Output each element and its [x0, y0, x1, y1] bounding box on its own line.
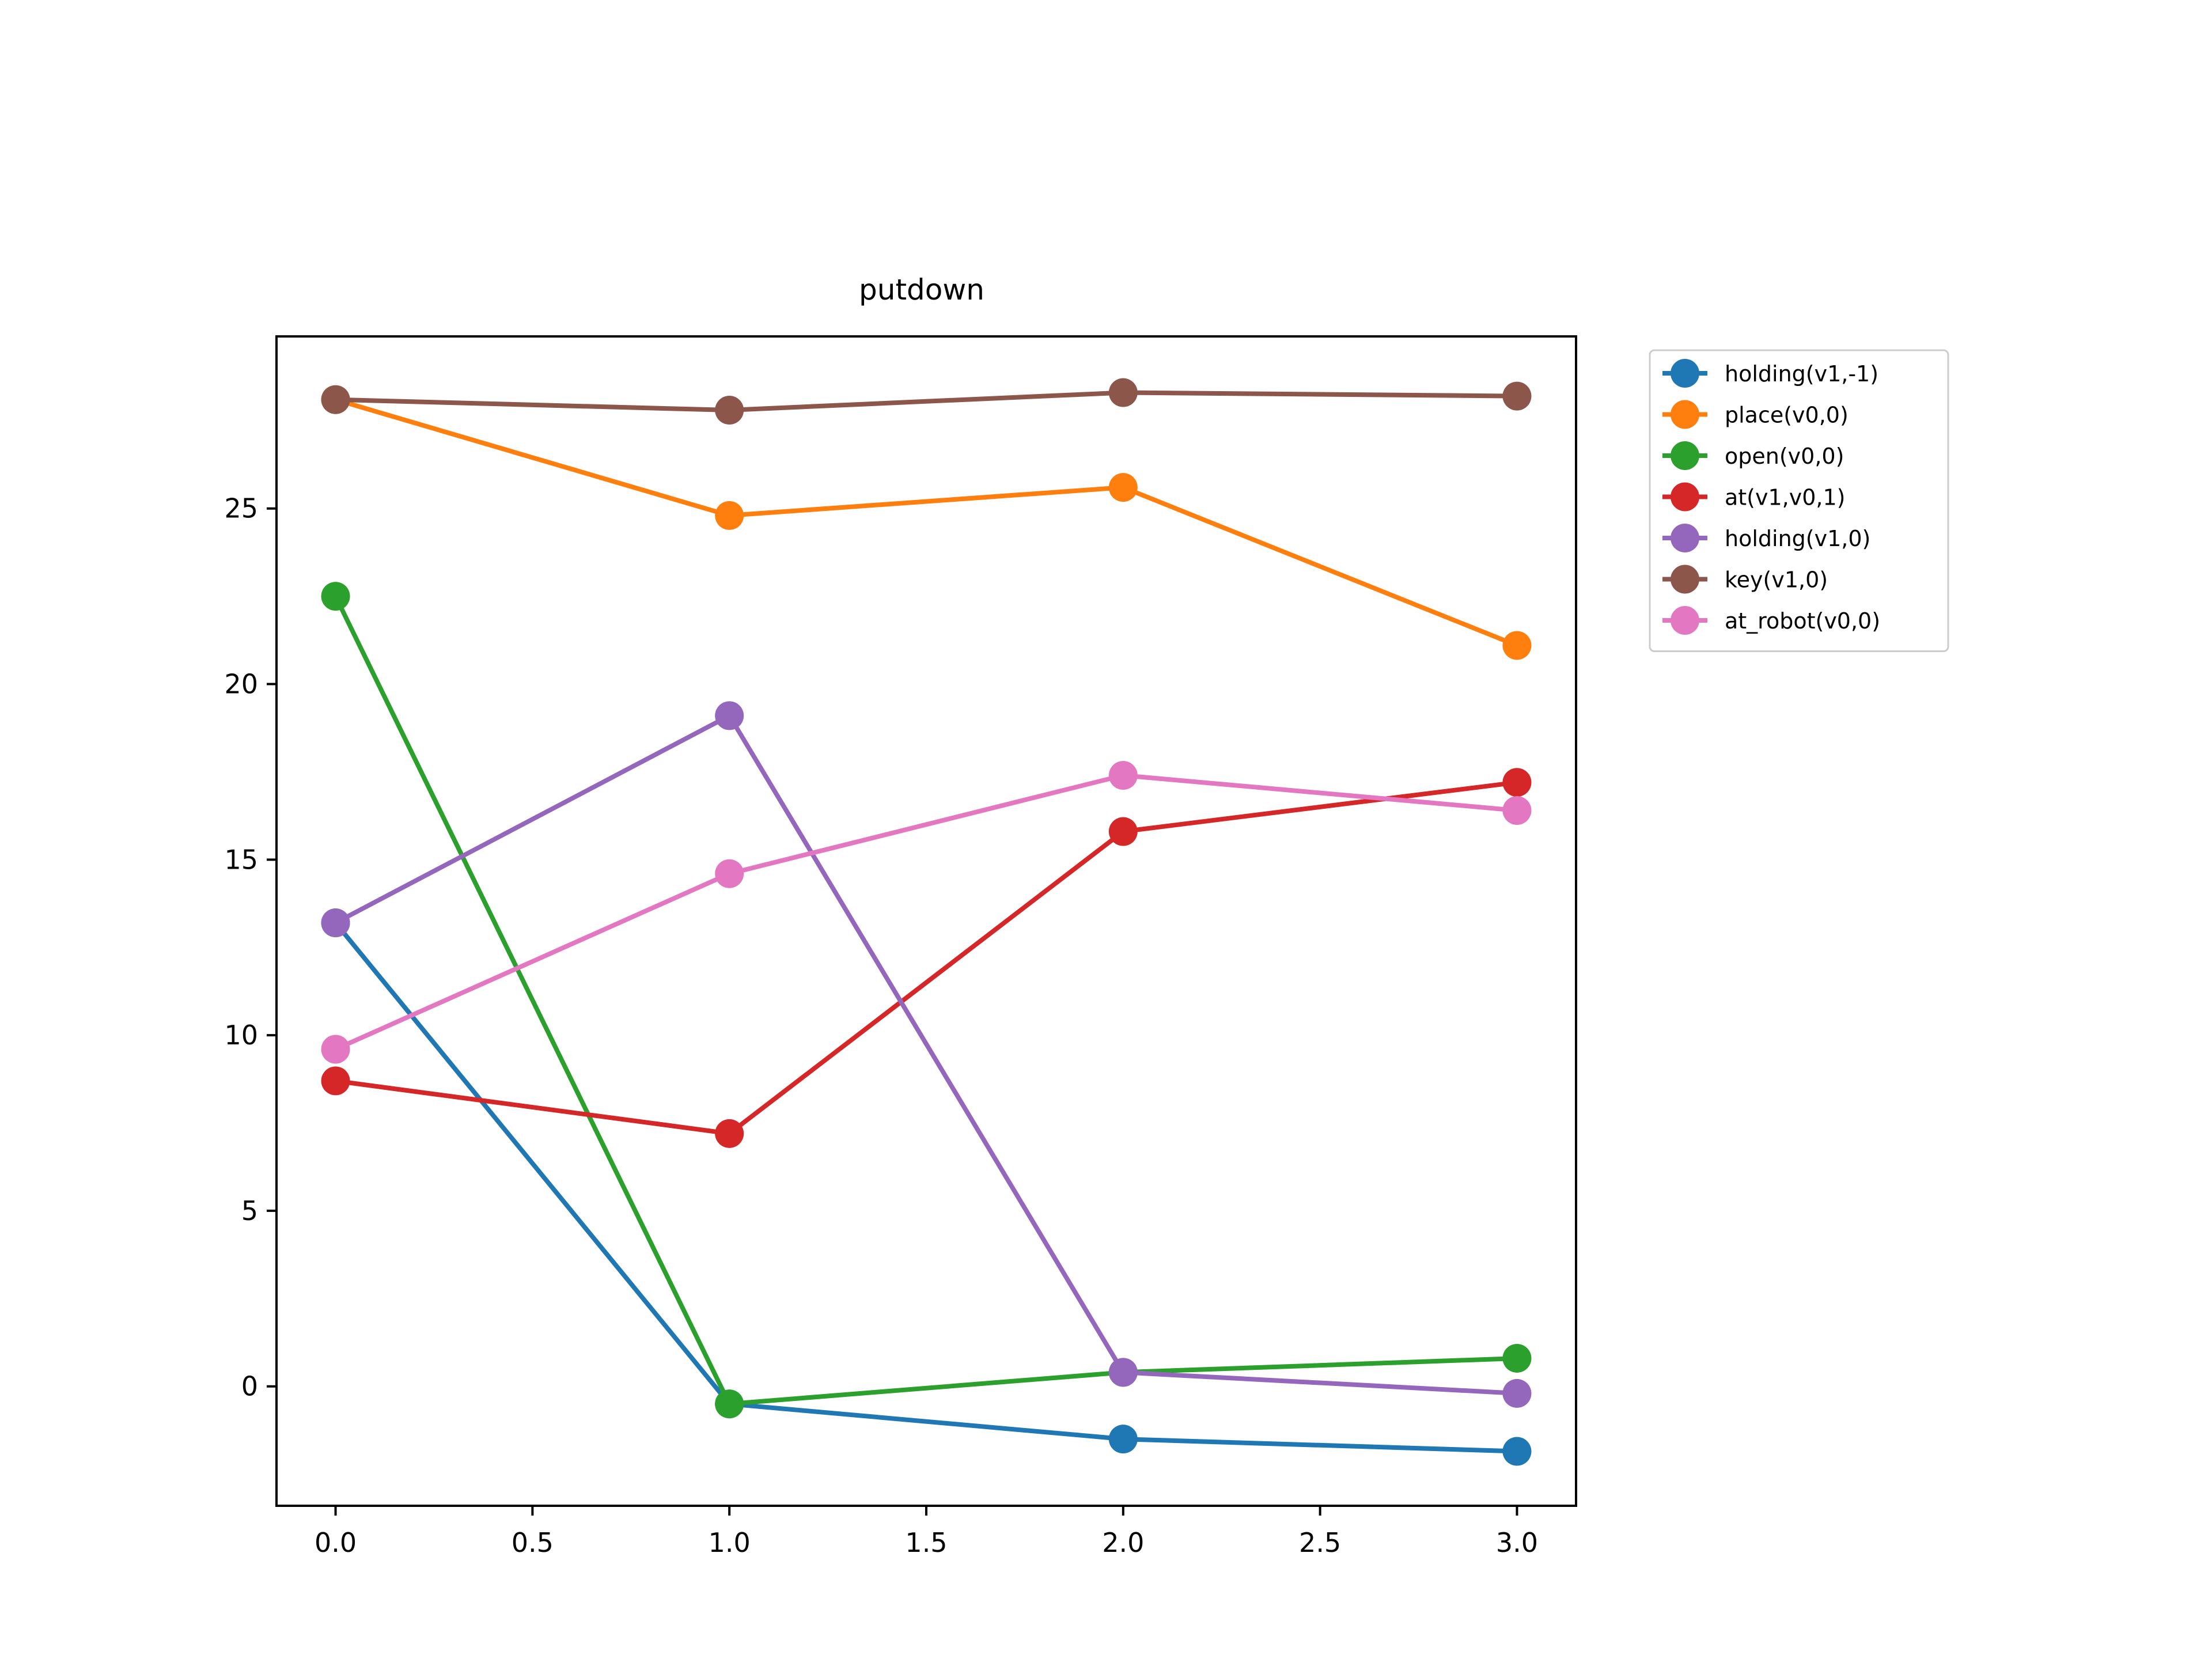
x-tick-label: 3.0: [1496, 1527, 1538, 1558]
y-tick-label: 10: [224, 1020, 258, 1051]
data-point: [1502, 381, 1532, 411]
y-tick-label: 25: [224, 493, 258, 524]
data-point: [715, 501, 744, 530]
legend-label: key(v1,0): [1725, 567, 1828, 593]
legend-item: key(v1,0): [1662, 565, 1828, 594]
data-point: [1108, 473, 1138, 502]
series-layer: [321, 378, 1532, 1466]
series-1: [321, 385, 1532, 660]
legend-marker: [1671, 400, 1699, 429]
data-point: [321, 582, 350, 611]
data-point: [1502, 768, 1532, 797]
legend-marker: [1671, 482, 1699, 512]
plot-frame: [275, 335, 1577, 1507]
data-point: [1502, 1343, 1532, 1373]
data-point: [715, 701, 744, 730]
data-point: [1502, 796, 1532, 825]
y-axis: 0 5 10 15 20 25: [224, 493, 276, 1402]
x-tick-label: 0.0: [315, 1527, 357, 1558]
series-6: [321, 761, 1532, 1064]
series-line: [334, 921, 1517, 1454]
chart-title: putdown: [859, 273, 984, 306]
data-point: [1502, 1437, 1532, 1466]
data-point: [321, 1066, 350, 1096]
data-point: [321, 385, 350, 414]
series-2: [321, 582, 1532, 1419]
legend-marker: [1671, 565, 1699, 594]
data-point: [715, 396, 744, 425]
x-tick-label: 2.5: [1299, 1527, 1341, 1558]
legend-label: holding(v1,-1): [1725, 361, 1878, 387]
series-line: [333, 595, 1517, 1407]
legend-label: holding(v1,0): [1725, 526, 1870, 551]
x-tick-label: 1.0: [709, 1527, 751, 1558]
y-tick-label: 20: [224, 669, 258, 700]
legend-item: at_robot(v0,0): [1662, 606, 1880, 635]
legend-item: holding(v1,-1): [1662, 359, 1878, 388]
legend-marker: [1671, 606, 1699, 635]
legend-marker: [1671, 524, 1699, 552]
x-tick-label: 1.5: [905, 1527, 947, 1558]
series-4: [321, 701, 1532, 1408]
data-point: [715, 1119, 744, 1148]
legend-label: place(v0,0): [1725, 403, 1849, 428]
data-point: [1502, 631, 1532, 660]
series-3: [321, 768, 1532, 1148]
legend-label: at_robot(v0,0): [1725, 608, 1880, 634]
data-point: [1108, 817, 1138, 846]
legend-label: open(v0,0): [1725, 444, 1844, 469]
legend: holding(v1,-1) place(v0,0) open(v0,0) at(v1…: [1649, 349, 1949, 652]
y-tick-label: 5: [241, 1195, 258, 1226]
series-line: [334, 713, 1517, 1396]
series-line: [335, 390, 1517, 412]
data-point: [715, 859, 744, 888]
legend-item: holding(v1,0): [1662, 524, 1870, 552]
data-point: [1108, 761, 1138, 790]
x-tick-label: 0.5: [512, 1527, 554, 1558]
legend-frame: [1649, 349, 1949, 652]
series-line: [335, 780, 1517, 1136]
legend-item: at(v1,v0,1): [1662, 482, 1846, 512]
data-point: [715, 1389, 744, 1419]
legend-item: place(v0,0): [1662, 400, 1849, 429]
legend-label: at(v1,v0,1): [1725, 485, 1846, 510]
series-line: [335, 397, 1518, 648]
series-line: [334, 773, 1517, 1052]
data-point: [1108, 378, 1138, 407]
legend-marker: [1671, 441, 1699, 470]
y-tick-label: 0: [241, 1371, 258, 1402]
data-point: [321, 908, 350, 938]
x-axis: 0.0 0.5 1.0 1.5 2.0 2.5 3.0: [315, 1506, 1538, 1558]
legend-marker: [1671, 359, 1699, 388]
data-point: [1108, 1425, 1138, 1454]
data-point: [321, 1035, 350, 1064]
data-point: [1502, 1378, 1532, 1408]
x-tick-label: 2.0: [1102, 1527, 1144, 1558]
legend-item: open(v0,0): [1662, 441, 1844, 470]
data-point: [1108, 1358, 1138, 1387]
y-tick-label: 15: [224, 844, 258, 875]
series-5: [321, 378, 1532, 425]
